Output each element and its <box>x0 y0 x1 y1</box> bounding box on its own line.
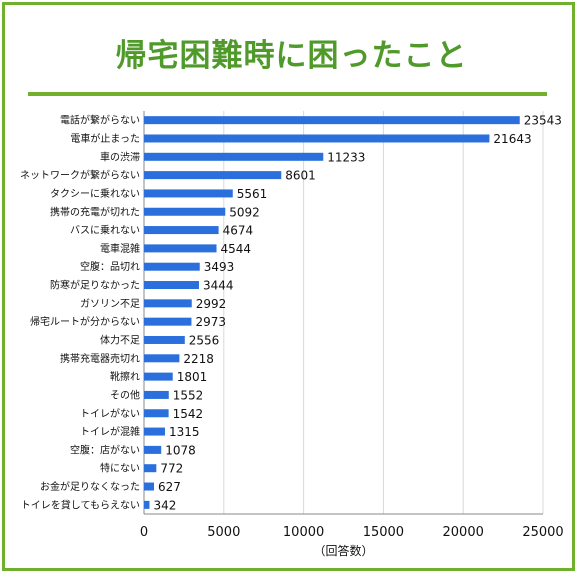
category-label: 携帯充電器売切れ <box>60 352 140 365</box>
category-label: 車の渋滞 <box>100 150 140 163</box>
category-label: 空腹：店がない <box>70 443 140 456</box>
bar <box>144 207 226 216</box>
bar <box>144 427 165 436</box>
bar <box>144 500 150 509</box>
category-label: お金が足りなくなった <box>40 480 140 493</box>
bar <box>144 445 162 454</box>
value-label: 5092 <box>229 205 260 219</box>
value-label: 3444 <box>203 279 234 293</box>
x-tick-label: 5000 <box>207 525 240 540</box>
category-label: 電車混雑 <box>100 242 140 255</box>
bar <box>144 226 219 235</box>
chart-frame <box>2 2 575 571</box>
category-label: ガソリン不足 <box>80 298 140 310</box>
value-label: 5561 <box>237 187 268 201</box>
value-label: 3493 <box>204 260 235 274</box>
category-label: 帰宅ルートが分からない <box>30 315 140 328</box>
category-label: 携帯の充電が切れた <box>50 205 140 218</box>
bar <box>144 317 192 326</box>
bar <box>144 152 324 161</box>
x-tick-label: 0 <box>140 525 148 540</box>
value-label: 772 <box>160 462 183 476</box>
value-label: 11233 <box>327 150 365 164</box>
x-tick-label: 15000 <box>363 525 404 540</box>
category-label: トイレがない <box>80 407 140 420</box>
bar <box>144 116 520 125</box>
bar <box>144 354 180 363</box>
value-label: 21643 <box>493 132 531 146</box>
category-label: トイレを貸してもらえない <box>21 498 140 511</box>
category-label: 電車が止まった <box>70 132 140 145</box>
value-label: 2973 <box>195 315 226 329</box>
bar <box>144 134 490 143</box>
x-tick-labels: 0 5000 10000 15000 20000 25000 <box>140 525 564 540</box>
category-label: 電話が繋がらない <box>60 114 140 127</box>
category-label: ネットワークが繋がらない <box>20 169 140 182</box>
x-axis-label: （回答数） <box>313 543 373 558</box>
bar <box>144 244 217 253</box>
category-label: バスに乗れない <box>70 225 140 237</box>
value-label: 342 <box>153 498 176 512</box>
bar <box>144 262 200 271</box>
bar <box>144 281 199 290</box>
category-label: 防寒が足りなかった <box>50 279 140 292</box>
bar <box>144 171 282 180</box>
category-label: 靴擦れ <box>110 370 140 383</box>
category-label: その他 <box>110 388 140 401</box>
value-label: 1542 <box>173 407 204 421</box>
value-label: 8601 <box>285 169 316 183</box>
category-label: 空腹：品切れ <box>80 260 140 273</box>
chart-title: 帰宅困難時に困ったこと <box>115 38 468 74</box>
bar <box>144 390 169 399</box>
value-label: 23543 <box>524 114 562 128</box>
value-label: 1315 <box>169 425 200 439</box>
value-label: 4674 <box>223 224 254 238</box>
category-label: 特にない <box>100 463 140 475</box>
bar <box>144 409 169 418</box>
value-label: 4544 <box>221 242 252 256</box>
x-tick-label: 25000 <box>522 525 563 540</box>
category-labels: 電話が繋がらない電車が止まった車の渋滞ネットワークが繋がらないタクシーに乗れない… <box>20 114 140 512</box>
bar <box>144 299 192 308</box>
value-label: 1801 <box>177 370 208 384</box>
bar <box>144 482 155 491</box>
bar <box>144 335 185 344</box>
value-labels: 23543 21643 11233 8601 5561 5092 4674 4544 3493 3… <box>153 114 561 513</box>
bars <box>144 116 520 509</box>
value-label: 1078 <box>165 443 196 457</box>
value-label: 2218 <box>183 352 214 366</box>
x-tick-label: 10000 <box>283 525 324 540</box>
value-label: 2556 <box>189 333 220 347</box>
title-underline <box>28 92 547 96</box>
bar <box>144 189 233 198</box>
category-label: トイレが混雑 <box>80 425 140 438</box>
category-label: タクシーに乗れない <box>50 188 140 200</box>
value-label: 2992 <box>196 297 227 311</box>
bar <box>144 372 173 381</box>
value-label: 1552 <box>173 388 204 402</box>
x-tick-label: 20000 <box>443 525 484 540</box>
bar <box>144 464 157 473</box>
category-label: 体力不足 <box>100 333 140 346</box>
value-label: 627 <box>158 480 181 494</box>
